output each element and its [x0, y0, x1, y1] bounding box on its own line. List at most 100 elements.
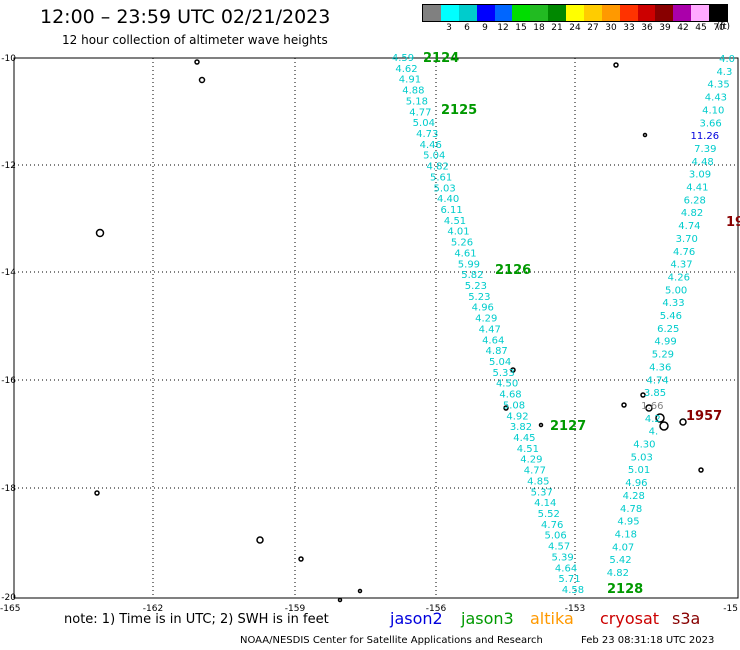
island-outline [198, 76, 206, 84]
swh-value: 4.76 [541, 520, 563, 531]
swh-value: 4.96 [472, 303, 494, 314]
legend-label: 18 [533, 23, 545, 33]
island-outline [698, 467, 704, 473]
island-outline [510, 367, 516, 373]
swh-value: 3.70 [676, 234, 698, 245]
swh-value: 5.23 [468, 292, 490, 303]
swh-value: 4.0 [719, 54, 735, 65]
legend-swatch [458, 5, 477, 21]
legend-labels: 3 6 9 12 15 18 21 24 27 30 33 36 39 42 45 70 [422, 23, 728, 33]
legend-swatch [655, 5, 674, 21]
grid-lines [14, 58, 738, 598]
swh-value: 4.37 [670, 260, 692, 271]
island-outline [94, 490, 100, 496]
legend-label: 21 [551, 23, 563, 33]
lon-tick-label: -15 [723, 604, 738, 614]
swh-value: 5.42 [609, 555, 631, 566]
swh-value: 5.37 [531, 487, 553, 498]
island-outline [655, 413, 665, 423]
legend-label: 6 [464, 23, 470, 33]
swh-value: 4.59 [392, 53, 414, 64]
map-frame [13, 57, 739, 599]
legend-label: 45 [695, 23, 707, 33]
chart-subtitle: 12 hour collection of altimeter wave hei… [62, 33, 328, 47]
swh-value: 4.82 [681, 208, 703, 219]
swh-value: 3.85 [644, 388, 666, 399]
swh-value: 4.57 [548, 542, 570, 553]
swh-value: 5.04 [413, 118, 435, 129]
swh-value: 5.26 [451, 238, 473, 249]
swh-value: 4.85 [527, 476, 549, 487]
legend-label: 27 [587, 23, 599, 33]
island-outline [642, 132, 648, 138]
swh-value: 4.43 [705, 93, 727, 104]
swh-value: 5.00 [665, 285, 687, 296]
island-outline [613, 62, 619, 68]
swh-value: 5.08 [503, 400, 525, 411]
island-outline [298, 556, 304, 562]
legend-label: 24 [569, 23, 581, 33]
pass-labels: 2124 2125 2126 2127 2128 1957 19 [423, 51, 740, 597]
swh-value: 4.62 [395, 64, 417, 75]
legend-swatch [691, 5, 709, 21]
legend-swatch [530, 5, 549, 21]
swh-value: 4.29 [520, 455, 542, 466]
legend-swatch [566, 5, 584, 21]
swh-value: 5.33 [492, 368, 514, 379]
swh-value: 5.61 [430, 172, 452, 183]
swh-value: 4.91 [399, 75, 421, 86]
lon-tick-label: -159 [285, 604, 306, 614]
swh-value: 4.33 [662, 298, 684, 309]
island-outline [659, 421, 669, 431]
island-outlines [94, 59, 704, 603]
swh-value: 4.07 [612, 542, 634, 553]
swh-value: 4.77 [409, 107, 431, 118]
legend-swatch [709, 5, 727, 21]
legend-swatch [601, 5, 620, 21]
satellite-label-cryosat: cryosat [600, 609, 660, 628]
swh-value: 4.01 [447, 227, 469, 238]
swh-value: 4.64 [555, 563, 577, 574]
swh-value: 6.25 [657, 324, 679, 335]
swh-value: 4.40 [437, 194, 459, 205]
footer-timestamp: Feb 23 08:31:18 UTC 2023 [581, 635, 715, 646]
swh-value: 4.26 [668, 272, 690, 283]
island-outline [337, 597, 343, 603]
island-outline [194, 59, 200, 65]
swh-value: 4.96 [625, 478, 647, 489]
cryosat-pass-label: 1957 [686, 409, 722, 424]
legend-swatch [512, 5, 531, 21]
legend-swatch [583, 5, 602, 21]
plot-border [13, 57, 739, 599]
lat-tick-label: -16 [1, 376, 16, 386]
jason3-pass-label: 2126 [495, 263, 531, 278]
legend-label: 9 [482, 23, 488, 33]
swh-value: 4.18 [615, 529, 637, 540]
swh-value: 4.64 [482, 335, 504, 346]
island-outline [538, 422, 544, 428]
swh-value: 4.50 [496, 379, 518, 390]
legend-swatch [476, 5, 495, 21]
legend-unit: (ft) [716, 22, 730, 32]
satellite-label-s3a: s3a [672, 609, 701, 628]
cryosat-pass-label: 19 [726, 215, 740, 230]
swh-value: 3.66 [699, 118, 721, 129]
swh-value: 4.51 [517, 444, 539, 455]
legend-label: 42 [677, 23, 689, 33]
swh-value: 4.51 [444, 216, 466, 227]
footer-credit: NOAA/NESDIS Center for Satellite Applica… [240, 635, 543, 646]
island-outline [357, 588, 363, 594]
swh-value: 4.74 [646, 375, 668, 386]
jason3-pass-label: 2125 [441, 103, 477, 118]
lat-tick-label: -18 [1, 484, 16, 494]
swh-value: 5.03 [433, 183, 455, 194]
swh-value: 4.36 [649, 362, 671, 373]
lat-tick-label: -12 [1, 161, 16, 171]
legend-label: 33 [623, 23, 635, 33]
swh-value: 5.46 [660, 311, 682, 322]
swh-value: 4.61 [454, 248, 476, 259]
legend-swatch [619, 5, 638, 21]
legend-label: 12 [497, 23, 509, 33]
swh-value: 11.26 [690, 131, 719, 142]
